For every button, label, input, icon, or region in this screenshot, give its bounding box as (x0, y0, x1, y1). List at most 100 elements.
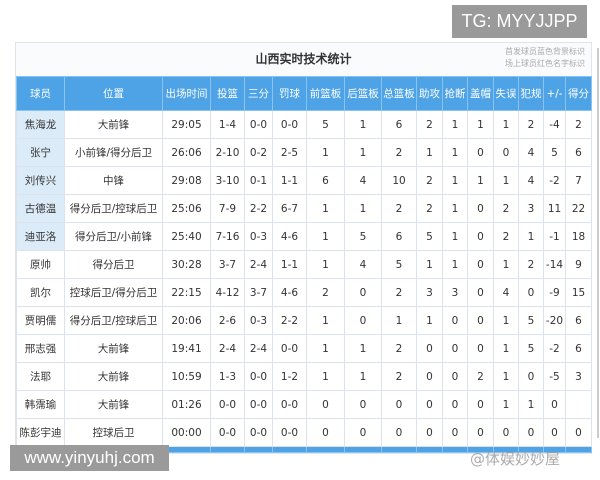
stat-cell: 大前锋 (64, 390, 163, 419)
stat-cell: 1 (442, 138, 468, 167)
stat-cell: 25:06 (162, 194, 211, 223)
stat-cell: 1 (518, 222, 544, 251)
stat-cell: 0 (306, 390, 345, 419)
stat-cell: 4 (518, 166, 544, 195)
url-watermark: www.yinyuhj.com (10, 445, 169, 471)
stat-cell: 15 (565, 278, 592, 307)
stat-cell: 0 (518, 278, 544, 307)
stat-cell: 1 (493, 250, 519, 279)
stat-cell: 7-16 (210, 222, 245, 251)
tg-watermark: TG: MYYJJPP (452, 5, 587, 38)
stat-cell: 0 (493, 418, 519, 447)
column-header[interactable]: 犯规 (518, 76, 544, 111)
stat-cell: 2 (493, 222, 519, 251)
stat-cell: 1 (344, 194, 382, 223)
footer-cell (344, 446, 382, 453)
stat-cell: 2-5 (272, 138, 307, 167)
stat-cell: 5 (518, 334, 544, 363)
stat-cell: 5 (543, 138, 566, 167)
stat-cell: 5 (306, 110, 345, 139)
stat-cell: 0 (467, 138, 494, 167)
stat-cell: 9 (565, 250, 592, 279)
stat-cell: 得分后卫/控球后卫 (64, 306, 163, 335)
stat-cell: 小前锋/得分后卫 (64, 138, 163, 167)
stat-cell: 0 (467, 390, 494, 419)
column-header[interactable]: 投篮 (210, 76, 245, 111)
stat-cell: 0-1 (244, 166, 273, 195)
table-row: 张宁 小前锋/得分后卫 26:06 2-10 0-2 2-5 1 1 2 1 1 0 0 4 5 6 (16, 138, 592, 167)
player-name: 张宁 (16, 138, 65, 167)
stat-cell: 1 (493, 390, 519, 419)
stat-cell: 0 (442, 418, 468, 447)
column-header[interactable]: 三分 (244, 76, 273, 111)
column-header[interactable]: 球员 (16, 76, 65, 111)
stat-cell: 0 (381, 390, 417, 419)
stat-cell: 0-0 (272, 110, 307, 139)
stat-cell: 0-2 (244, 138, 273, 167)
stat-cell: 1 (493, 166, 519, 195)
table-row: 古德温 得分后卫/控球后卫 25:06 7-9 2-2 6-7 1 1 2 2 1 0 2 3 11 22 (16, 194, 592, 223)
stat-cell: 1 (306, 334, 345, 363)
stat-cell: 1 (306, 362, 345, 391)
table-row: 迪亚洛 得分后卫/小前锋 25:40 7-16 0-3 4-6 1 5 6 5 1 0 2 1 -1 18 (16, 222, 592, 251)
stat-cell: 2 (416, 166, 443, 195)
player-name: 刘传兴 (16, 166, 65, 195)
stat-cell: 1 (467, 166, 494, 195)
stat-cell: 2 (381, 278, 417, 307)
stat-cell: 1 (467, 110, 494, 139)
table-row: 刘传兴 中锋 29:08 3-10 0-1 1-1 6 4 10 2 1 1 1 4 -2 7 (16, 166, 592, 195)
column-header[interactable]: 得分 (565, 76, 592, 111)
stat-cell: 1 (518, 390, 544, 419)
stat-cell: 5 (518, 306, 544, 335)
stat-cell: 2 (381, 334, 417, 363)
stat-cell (565, 390, 592, 419)
stat-cell: 0 (467, 222, 494, 251)
column-header[interactable]: 助攻 (416, 76, 443, 111)
column-header[interactable]: 后篮板 (344, 76, 382, 111)
stat-cell: 1 (493, 362, 519, 391)
stat-cell: 得分后卫/小前锋 (64, 222, 163, 251)
stat-cell: 10 (381, 166, 417, 195)
stat-cell: 0 (543, 390, 566, 419)
stat-cell: 1 (344, 138, 382, 167)
table-row: 贾明儒 得分后卫/控球后卫 20:06 2-6 0-3 2-2 1 0 1 1 0 0 1 5 -20 6 (16, 306, 592, 335)
column-header[interactable]: 盖帽 (467, 76, 494, 111)
stat-cell: 1-3 (210, 362, 245, 391)
column-header[interactable]: 失误 (493, 76, 519, 111)
stat-cell: 19:41 (162, 334, 211, 363)
stat-cell: 0 (493, 138, 519, 167)
stat-cell: -2 (543, 334, 566, 363)
footer-cell (272, 446, 307, 453)
stat-cell: 29:05 (162, 110, 211, 139)
stat-cell: 7-9 (210, 194, 245, 223)
stat-cell: 0-0 (272, 418, 307, 447)
stats-panel: 山西实时技术统计 首发球员蓝色背景标识 场上球员红色名字标识 球员 位置 出场时间投… (15, 42, 592, 454)
footer-cell (416, 446, 443, 453)
column-header[interactable]: 位置 (64, 76, 163, 111)
column-header[interactable]: +/- (543, 76, 566, 111)
stat-cell: 2-2 (244, 194, 273, 223)
stat-cell: 3-7 (210, 250, 245, 279)
stat-cell: 2 (416, 194, 443, 223)
stat-cell: 1 (442, 166, 468, 195)
stat-cell: 3 (518, 194, 544, 223)
stat-cell: 2-4 (210, 334, 245, 363)
stat-cell: 6 (306, 166, 345, 195)
column-header[interactable]: 出场时间 (162, 76, 211, 111)
stat-cell: 1 (344, 362, 382, 391)
stat-cell: 1-2 (272, 362, 307, 391)
stat-cell: 2-2 (272, 306, 307, 335)
stat-cell: 3 (416, 278, 443, 307)
column-header[interactable]: 总篮板 (381, 76, 417, 111)
stat-cell: 0 (442, 306, 468, 335)
stat-cell: 5 (344, 222, 382, 251)
column-header[interactable]: 罚球 (272, 76, 307, 111)
title-text: 山西实时技术统计 (255, 52, 352, 66)
table-row: 韩霈瑜 大前锋 01:26 0-0 0-0 0-0 0 0 0 0 0 0 1 1 0 (16, 390, 592, 419)
stat-cell: 2 (381, 194, 417, 223)
column-header[interactable]: 前篮板 (306, 76, 345, 111)
player-name: 法耶 (16, 362, 65, 391)
column-header[interactable]: 抢断 (442, 76, 468, 111)
header-row: 球员 位置 出场时间 投篮 三分 罚球 前篮板 后篮板 总篮板 助攻 抢断 盖帽 失误 犯规 +/- 得分 (16, 76, 592, 111)
stat-cell: 0 (467, 250, 494, 279)
